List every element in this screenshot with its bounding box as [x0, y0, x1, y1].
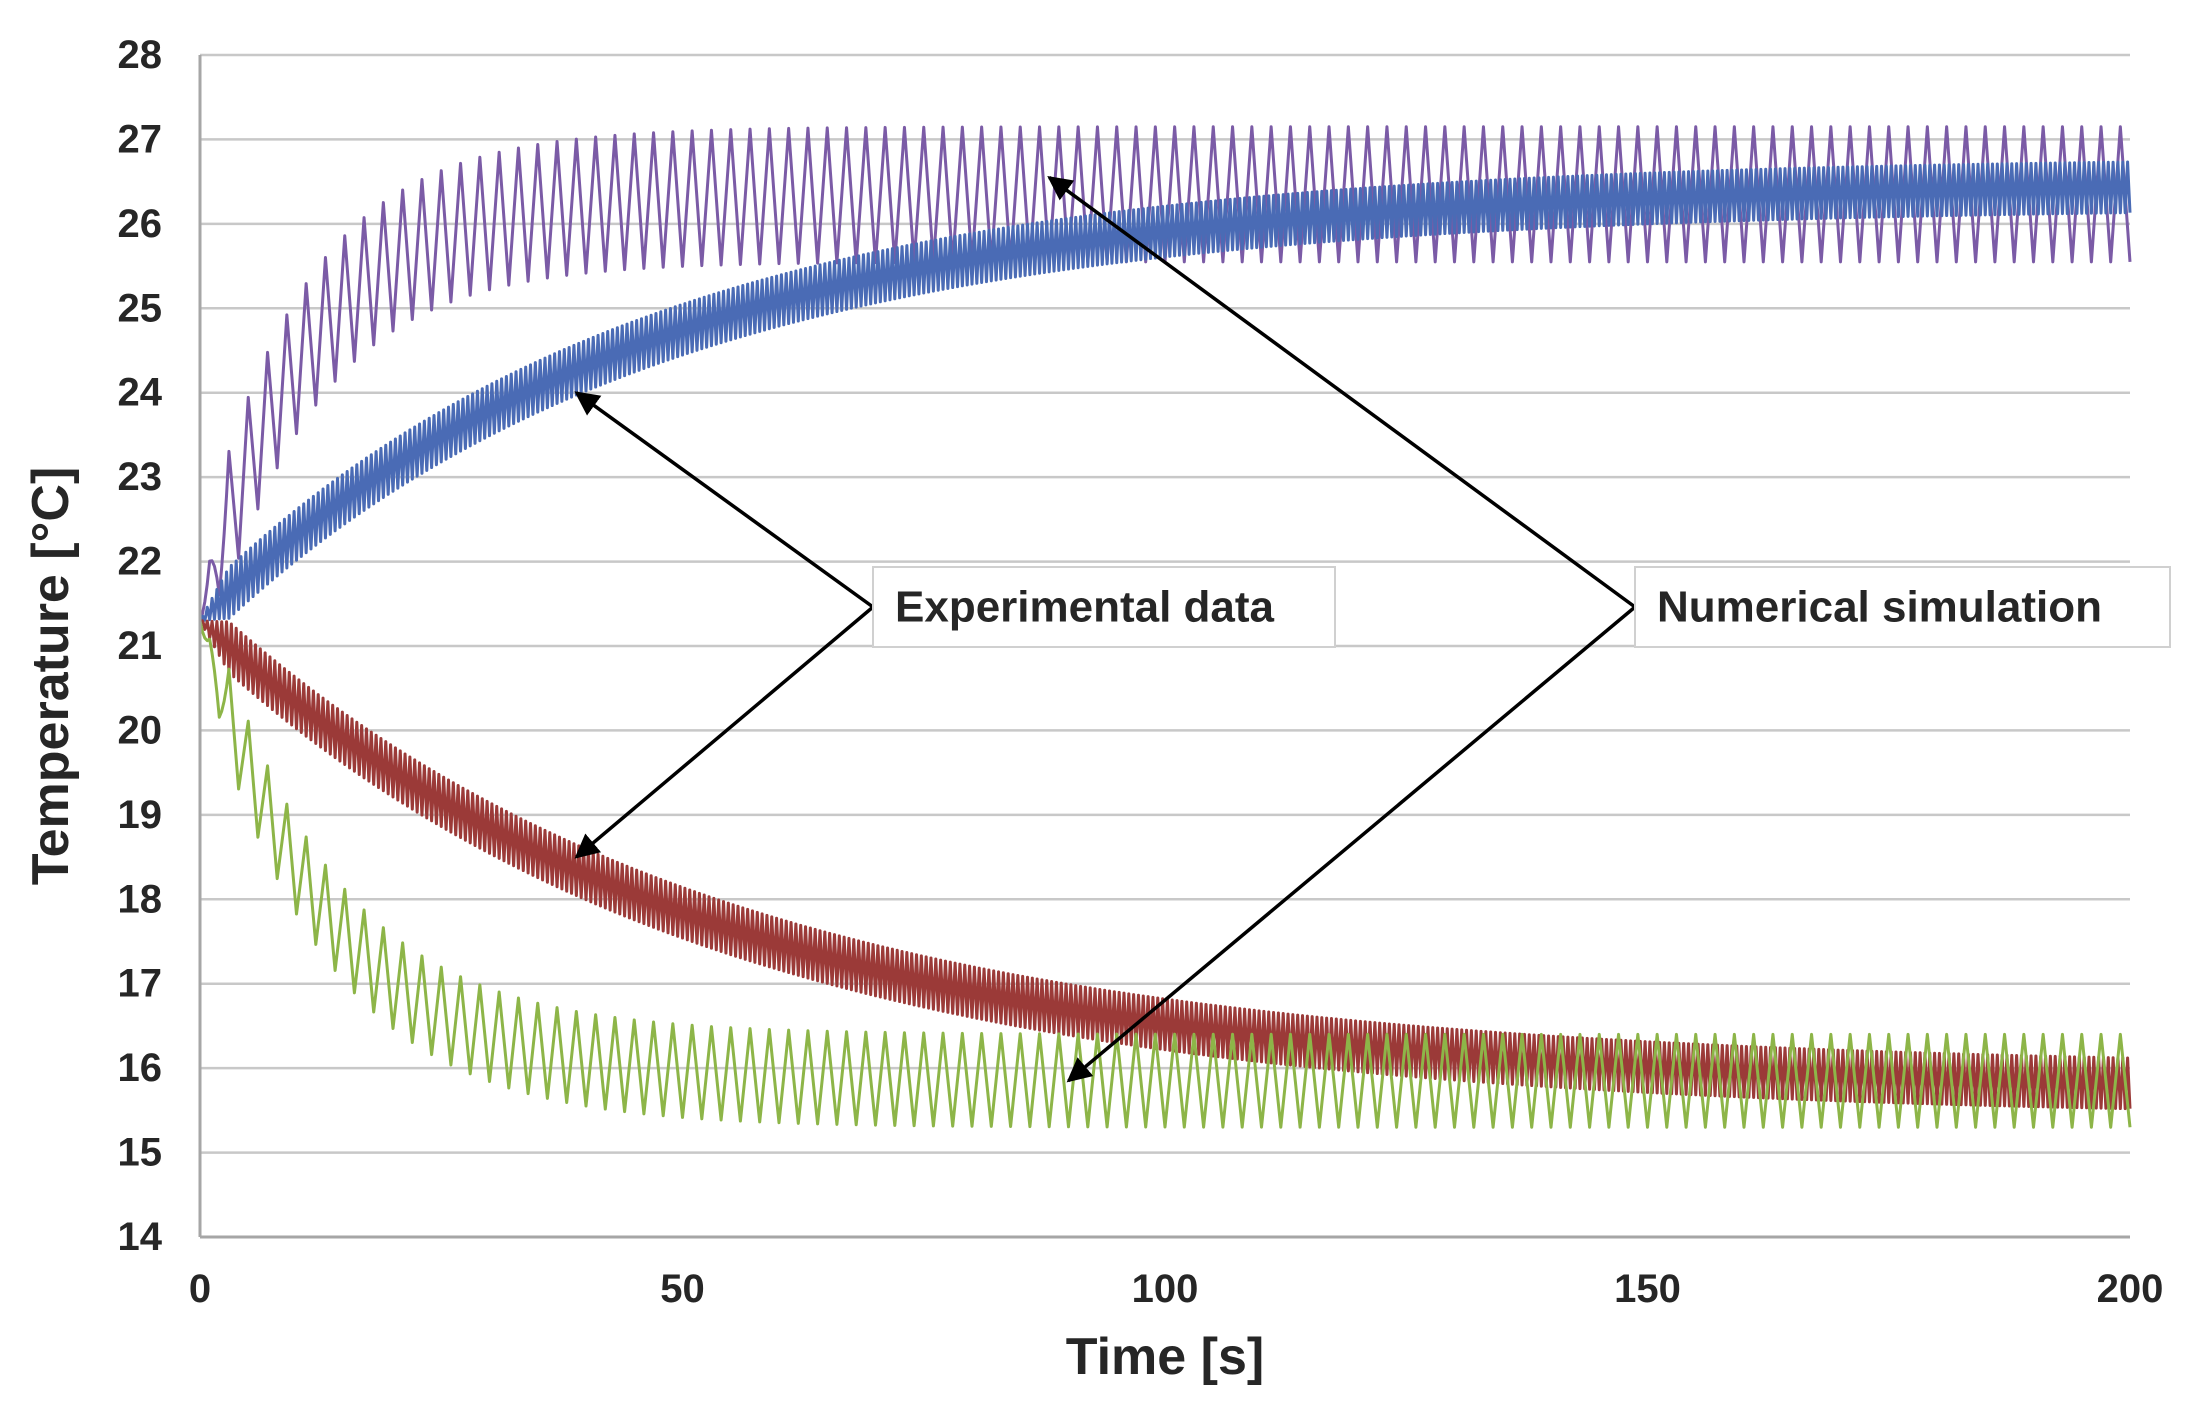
- annotation-box-numerical: [1634, 566, 2171, 648]
- y-tick-label: 21: [118, 624, 163, 668]
- annotation-arrow-0-0: [574, 391, 875, 609]
- y-tick-label: 14: [118, 1215, 163, 1259]
- y-tick-label: 15: [118, 1131, 163, 1175]
- x-tick-label: 0: [189, 1267, 211, 1311]
- x-tick-label: 200: [2097, 1267, 2164, 1311]
- y-tick-label: 24: [118, 371, 163, 415]
- series-line-3: [198, 620, 2132, 1129]
- annotation-arrows: [574, 175, 1637, 1083]
- x-tick-labels: 0 50 100 150 200: [189, 1267, 2164, 1311]
- annotation-experimental-data: Experimental data: [895, 583, 1275, 632]
- y-tick-label: 19: [118, 793, 163, 837]
- y-tick-label: 25: [118, 286, 163, 330]
- series-line-1: [199, 160, 2132, 622]
- series-line-2: [198, 619, 2132, 1111]
- y-tick-label: 23: [118, 455, 163, 499]
- annotation-box-experimental: [872, 566, 1336, 648]
- annotation-numerical-simulation: Numerical simulation: [1657, 583, 2102, 632]
- x-axis-title: Time [s]: [1066, 1328, 1264, 1386]
- y-tick-label: 18: [118, 877, 163, 921]
- y-tick-label: 26: [118, 202, 163, 246]
- y-tick-label: 22: [118, 540, 163, 584]
- y-tick-label: 16: [118, 1046, 163, 1090]
- annotation-arrow-0-1: [574, 605, 875, 859]
- x-tick-label: 100: [1132, 1267, 1199, 1311]
- y-tick-label: 28: [118, 33, 163, 77]
- y-axis-title: Temperature [°C]: [22, 467, 80, 886]
- annotations: Experimental data Numerical simulation: [872, 566, 2171, 648]
- annotation-arrow-1-1: [1066, 605, 1637, 1083]
- y-tick-labels: 14 15 16 17 18 19 20 21 22 23 24 25 26 27 28: [118, 33, 163, 1259]
- y-tick-label: 17: [118, 962, 163, 1006]
- axes: [198, 55, 2130, 1239]
- x-tick-label: 150: [1614, 1267, 1681, 1311]
- y-tick-label: 20: [118, 708, 163, 752]
- annotation-arrow-1-0: [1047, 175, 1637, 609]
- y-tick-label: 27: [118, 117, 163, 161]
- x-tick-label: 50: [660, 1267, 705, 1311]
